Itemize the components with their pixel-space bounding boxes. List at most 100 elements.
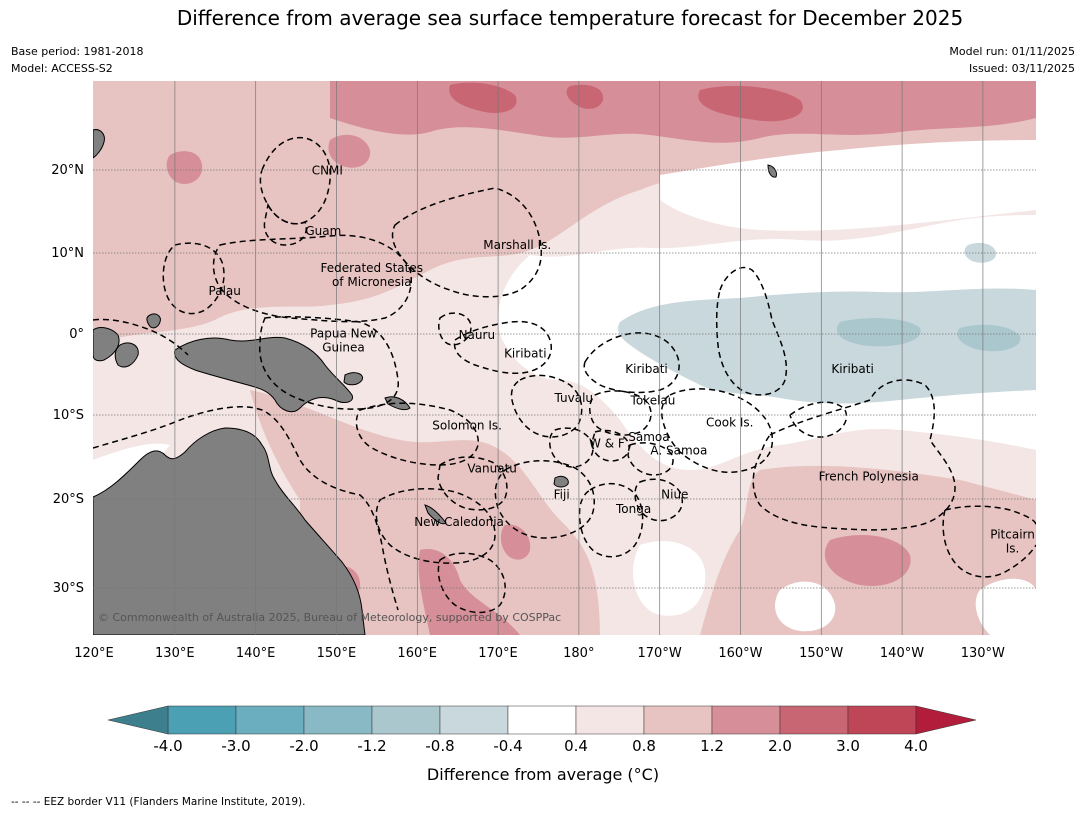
colorbar-title: Difference from average (°C) bbox=[427, 765, 659, 784]
anomaly-region-cooler-east-2 bbox=[957, 324, 1021, 352]
eez-samoa bbox=[591, 429, 630, 462]
eez-nauru bbox=[438, 312, 472, 346]
anomaly-region-hot-north-3 bbox=[566, 84, 604, 109]
colorbar-tick-labels: -4.0 -3.0 -2.0 -1.2 -0.8 -0.4 0.4 0.8 1.2 2.0 3.0 4… bbox=[153, 737, 928, 755]
place-label: Papua New Guinea bbox=[310, 326, 377, 354]
eez-wallis-futuna bbox=[549, 427, 594, 468]
place-label: Tuvalu bbox=[554, 391, 594, 405]
place-label: Guam bbox=[305, 224, 341, 238]
eez-kiribati-phoenix bbox=[583, 332, 680, 394]
eez-fiji bbox=[494, 460, 596, 539]
lon-tick-label: 160°E bbox=[397, 646, 437, 661]
eez-cook-islands bbox=[660, 388, 774, 473]
colorbar-tick-label: 1.2 bbox=[700, 737, 724, 755]
colorbar-swatch bbox=[371, 705, 441, 735]
place-label: Nauru bbox=[459, 328, 495, 342]
place-label: New Caledonia bbox=[414, 515, 504, 529]
meta-right: Model run: 01/11/2025 Issued: 03/11/2025 bbox=[949, 43, 1075, 77]
eez-footnote: -- -- -- EEZ border V11 (Flanders Marine… bbox=[11, 796, 306, 808]
eez-kiribati-line bbox=[715, 266, 788, 396]
lat-tick-label: 20°S bbox=[53, 492, 84, 507]
colorbar-extend-low bbox=[107, 705, 169, 735]
place-label: Kiribati bbox=[625, 362, 667, 376]
land-halmahera bbox=[146, 313, 161, 329]
eez-guam bbox=[263, 202, 307, 246]
colorbar-tick-label: 0.8 bbox=[632, 737, 656, 755]
eez-solomon bbox=[355, 402, 479, 466]
colorbar-swatch bbox=[235, 705, 305, 735]
land-new-caledonia bbox=[424, 504, 447, 525]
colorbar-tick-label: -1.2 bbox=[357, 737, 386, 755]
eez-cnmi bbox=[259, 136, 331, 225]
lat-tick-label: 10°N bbox=[51, 246, 84, 261]
model-run: Model run: 01/11/2025 bbox=[949, 45, 1075, 58]
colorbar-swatch bbox=[711, 705, 781, 735]
anomaly-region-hot-north-2 bbox=[698, 85, 803, 122]
place-label: A. Samoa bbox=[650, 444, 707, 458]
eez-american-samoa bbox=[627, 442, 674, 476]
copyright-text: © Commonwealth of Australia 2025, Bureau… bbox=[98, 611, 561, 624]
place-label: Palau bbox=[209, 284, 241, 298]
land-sulawesi bbox=[114, 342, 139, 368]
lon-tick-label: 160°W bbox=[718, 646, 762, 661]
colorbar-tick-label: 3.0 bbox=[836, 737, 860, 755]
neutral-region-south-1 bbox=[632, 541, 706, 616]
place-label: Tokelau bbox=[630, 393, 676, 407]
anomaly-region-hot-north bbox=[449, 82, 517, 114]
chart-title: Difference from average sea surface temp… bbox=[176, 6, 964, 30]
colorbar-swatch bbox=[575, 705, 645, 735]
place-labels: CNMI Guam Marshall Is. Federated States of M… bbox=[209, 163, 1035, 555]
eez-marshall bbox=[391, 187, 542, 298]
lon-tick-label: 150°W bbox=[799, 646, 843, 661]
issued-date: Issued: 03/11/2025 bbox=[968, 62, 1075, 75]
lat-tick-label: 10°S bbox=[53, 408, 84, 423]
longitude-labels: 120°E 130°E 140°E 150°E 160°E 170°E 180° 170°W 1… bbox=[74, 646, 1005, 661]
colorbar-tick-label: 4.0 bbox=[904, 737, 928, 755]
anomaly-fills bbox=[93, 81, 1036, 635]
eez-kiribati-gilbert bbox=[453, 320, 552, 375]
eez-new-caledonia bbox=[375, 487, 496, 564]
place-label: Cook Is. bbox=[706, 415, 753, 429]
eez-french-polynesia-2 bbox=[789, 401, 848, 438]
place-label: Marshall Is. bbox=[483, 238, 551, 252]
map-area: CNMI Guam Marshall Is. Federated States of M… bbox=[93, 81, 1036, 635]
anomaly-region-warmer-se bbox=[824, 535, 911, 586]
place-label: Kiribati bbox=[504, 346, 546, 360]
latitude-labels: 20°N 10°N 0° 10°S 20°S 30°S bbox=[51, 163, 84, 596]
place-label: Fiji bbox=[554, 487, 570, 501]
colorbar-tick-label: 2.0 bbox=[768, 737, 792, 755]
anomaly-region-warmer-south bbox=[418, 549, 520, 635]
place-label: Samoa bbox=[628, 430, 669, 444]
eez-niue bbox=[634, 478, 684, 522]
land-australia bbox=[93, 427, 366, 635]
anomaly-region-warmer-nw bbox=[166, 151, 203, 185]
land-new-britain bbox=[343, 372, 364, 386]
eez-vanuatu bbox=[437, 456, 508, 511]
colorbar-swatch bbox=[507, 705, 577, 735]
lon-tick-label: 150°E bbox=[317, 646, 357, 661]
place-label: Niue bbox=[661, 487, 688, 501]
land-philippines bbox=[93, 129, 105, 159]
meta-left: Base period: 1981-2018 Model: ACCESS-S2 bbox=[11, 43, 143, 77]
land-new-guinea bbox=[174, 336, 354, 413]
eez-french-polynesia bbox=[752, 379, 956, 531]
anomaly-region-cool-north bbox=[964, 242, 997, 263]
eez-pitcairn bbox=[942, 505, 1036, 578]
place-label: Tonga bbox=[615, 502, 651, 516]
base-period: Base period: 1981-2018 bbox=[11, 45, 144, 58]
lon-tick-label: 170°E bbox=[478, 646, 518, 661]
eez-borders bbox=[93, 136, 1036, 614]
lon-tick-label: 180° bbox=[563, 646, 594, 661]
lat-tick-label: 30°S bbox=[53, 581, 84, 596]
colorbar-swatch bbox=[303, 705, 373, 735]
colorbar-tick-label: -2.0 bbox=[289, 737, 318, 755]
colorbar-swatch bbox=[779, 705, 849, 735]
colorbar-extend-high bbox=[915, 705, 977, 735]
eez-tokelau bbox=[589, 390, 652, 436]
land-hawaii bbox=[767, 164, 777, 178]
place-label: Solomon Is. bbox=[432, 419, 502, 433]
lat-tick-label: 0° bbox=[69, 327, 84, 342]
lat-tick-label: 20°N bbox=[51, 163, 84, 178]
colorbar-tick-label: -0.4 bbox=[493, 737, 522, 755]
